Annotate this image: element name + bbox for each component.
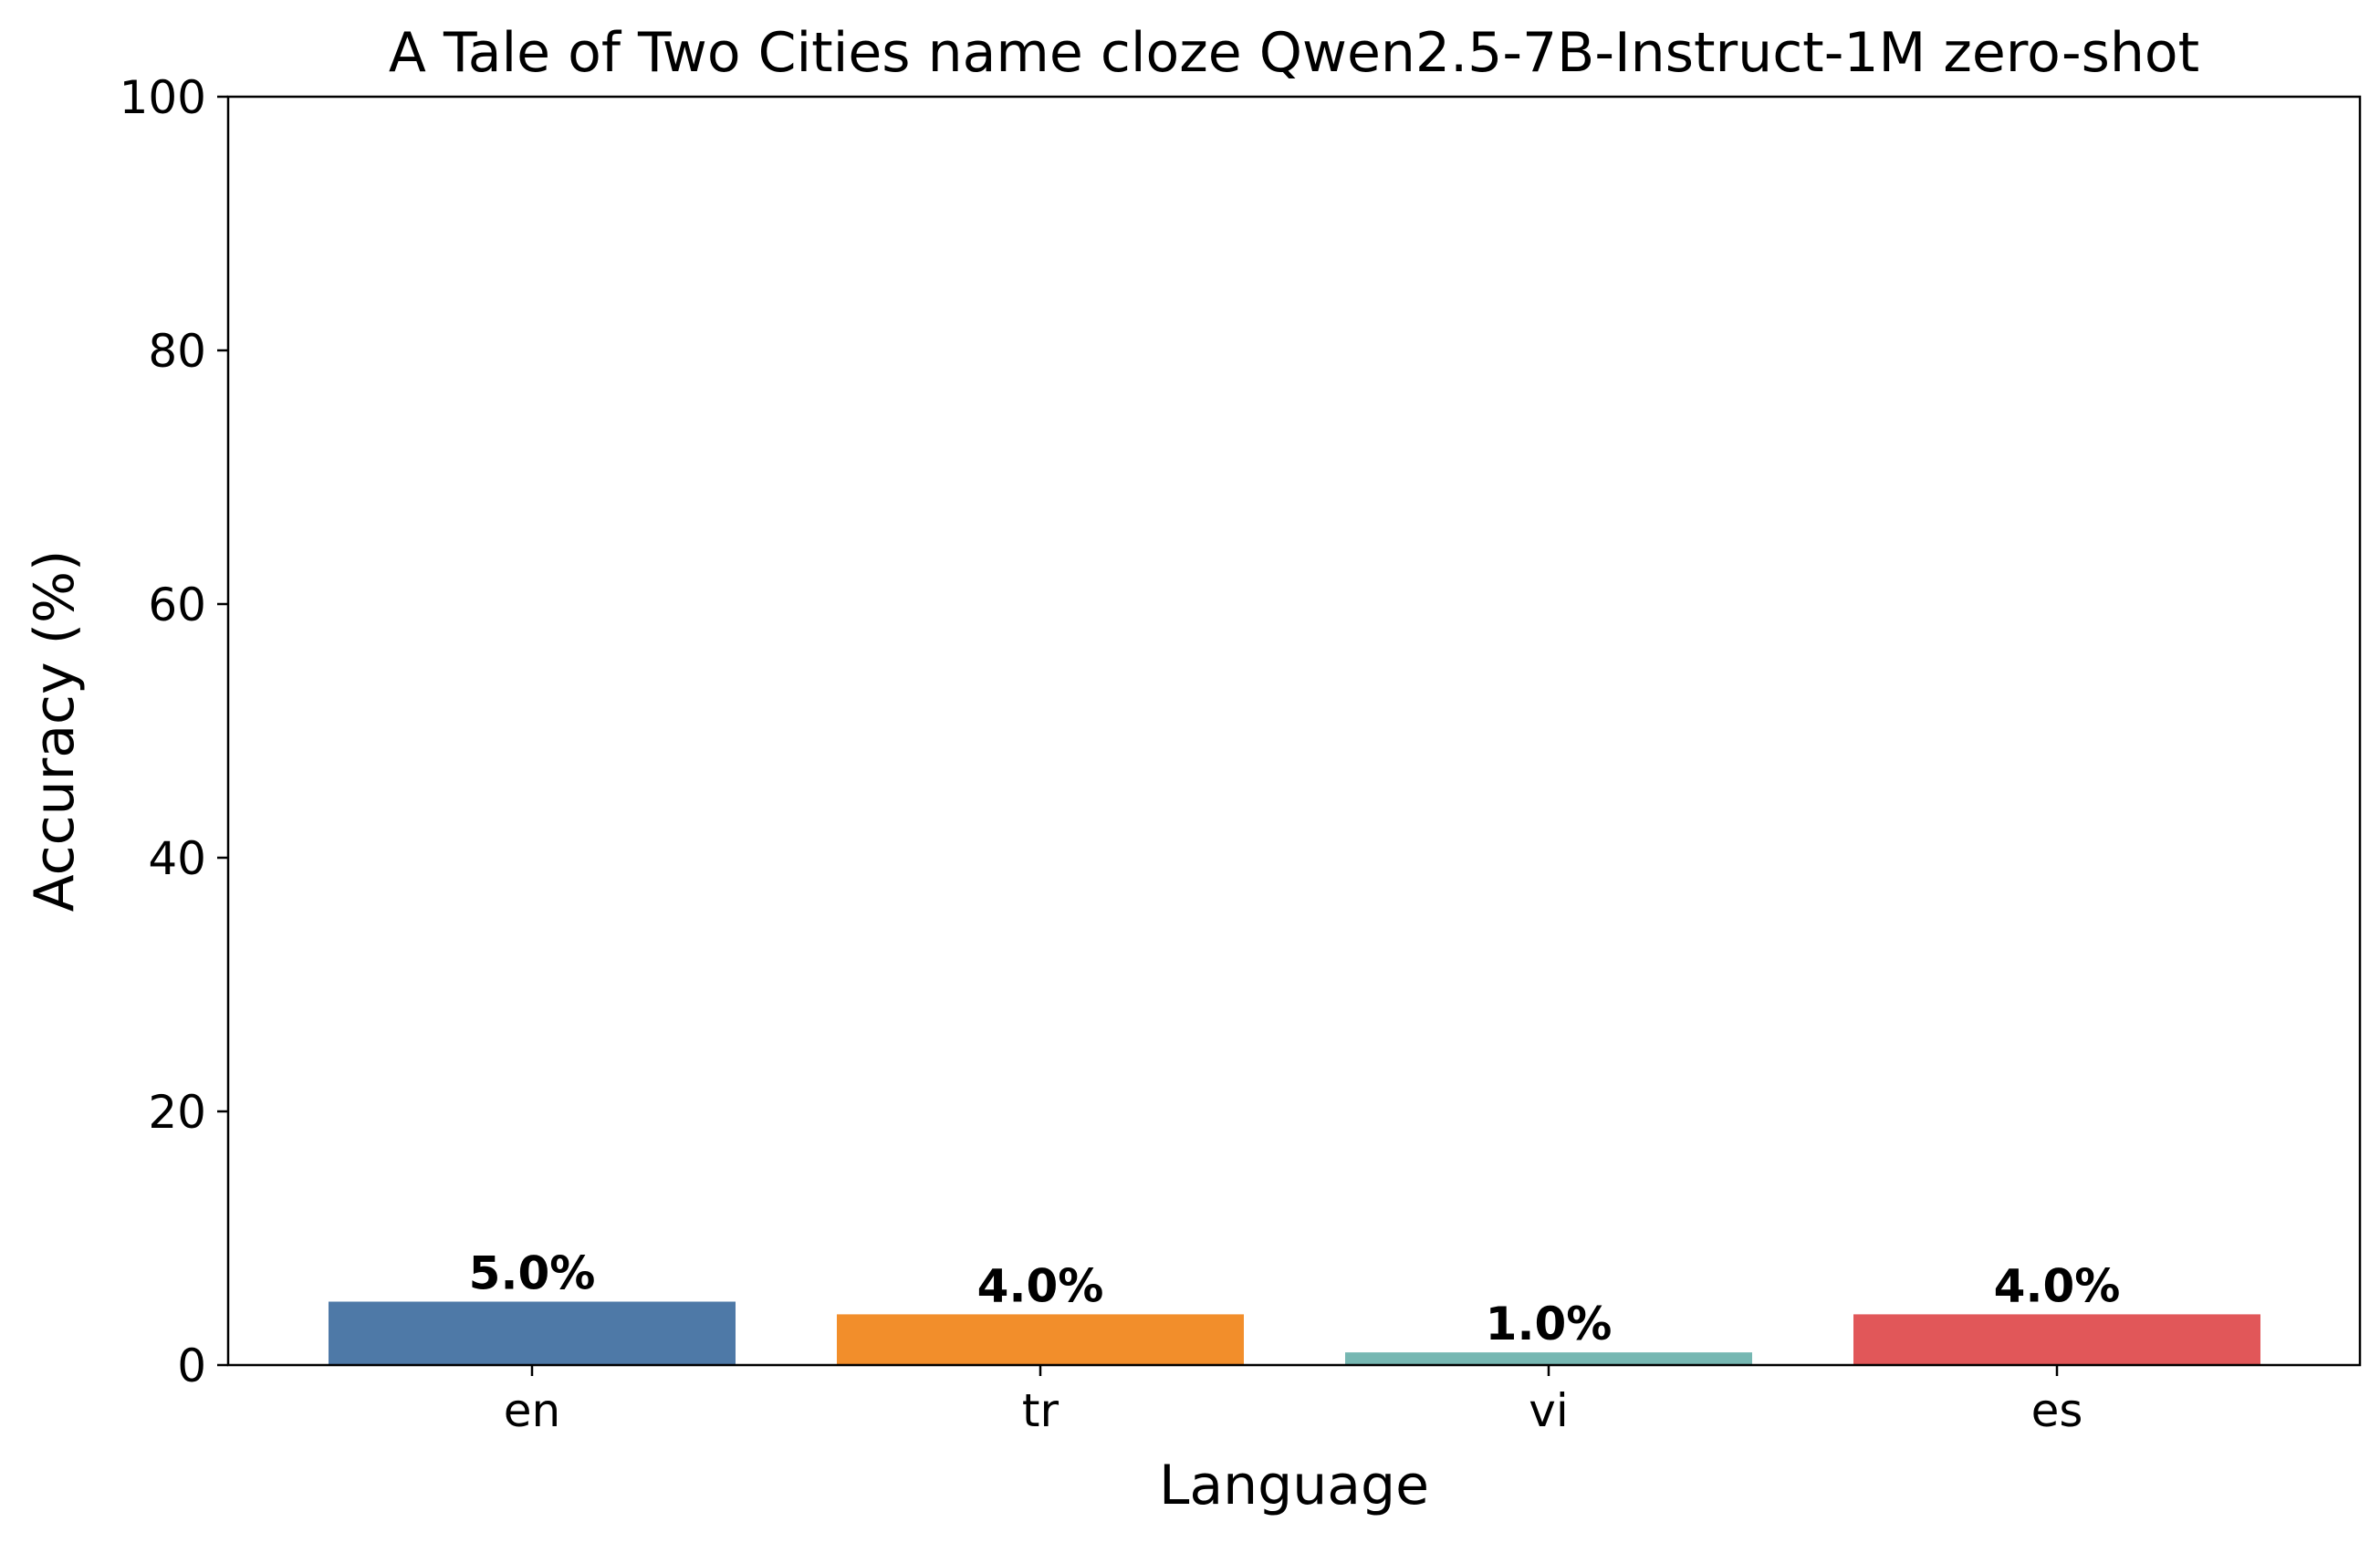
x-tick-label-tr: tr — [1022, 1384, 1060, 1437]
bar-en — [329, 1301, 736, 1365]
x-tick-label-vi: vi — [1529, 1384, 1568, 1437]
y-axis-label: Accuracy (%) — [23, 550, 87, 912]
x-tick-label-en: en — [504, 1384, 560, 1437]
y-tick-label-0: 0 — [177, 1340, 206, 1392]
y-tick-label-20: 20 — [148, 1086, 206, 1139]
value-label-en: 5.0% — [469, 1247, 596, 1300]
value-label-tr: 4.0% — [977, 1259, 1104, 1312]
y-tick-label-80: 80 — [148, 325, 206, 378]
y-axis-ticks: 0 20 40 60 80 100 — [120, 71, 228, 1392]
y-tick-label-100: 100 — [120, 71, 206, 124]
bar-es — [1853, 1314, 2260, 1365]
bars-layer — [329, 1301, 2260, 1365]
x-tick-label-es: es — [2031, 1384, 2083, 1437]
y-tick-label-60: 60 — [148, 579, 206, 631]
x-axis-label: Language — [1159, 1454, 1429, 1517]
plot-frame — [226, 95, 2362, 1367]
value-label-es: 4.0% — [1994, 1259, 2121, 1312]
value-labels-layer: 5.0% 4.0% 1.0% 4.0% — [469, 1247, 2121, 1351]
y-tick-label-40: 40 — [148, 832, 206, 885]
value-label-vi: 1.0% — [1486, 1298, 1613, 1350]
bar-tr — [837, 1314, 1244, 1365]
chart-title: A Tale of Two Cities name cloze Qwen2.5-… — [389, 21, 2199, 85]
x-axis-ticks: en tr vi es — [504, 1365, 2083, 1437]
bar-vi — [1345, 1352, 1752, 1365]
